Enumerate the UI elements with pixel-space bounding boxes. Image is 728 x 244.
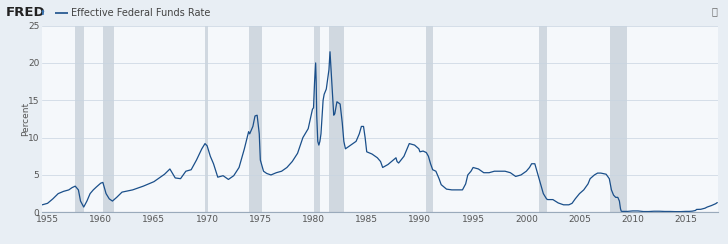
Text: ⤢: ⤢ — [711, 7, 717, 17]
Bar — [103, 26, 114, 212]
Text: FRED: FRED — [6, 6, 45, 19]
Bar — [314, 26, 320, 212]
Bar — [249, 26, 263, 212]
Bar — [205, 26, 208, 212]
Bar — [75, 26, 84, 212]
Text: ⬆: ⬆ — [40, 10, 46, 16]
Bar — [539, 26, 547, 212]
Y-axis label: Percent: Percent — [20, 102, 30, 136]
Bar — [610, 26, 628, 212]
Bar — [330, 26, 344, 212]
Bar — [427, 26, 432, 212]
Text: Effective Federal Funds Rate: Effective Federal Funds Rate — [71, 8, 210, 18]
